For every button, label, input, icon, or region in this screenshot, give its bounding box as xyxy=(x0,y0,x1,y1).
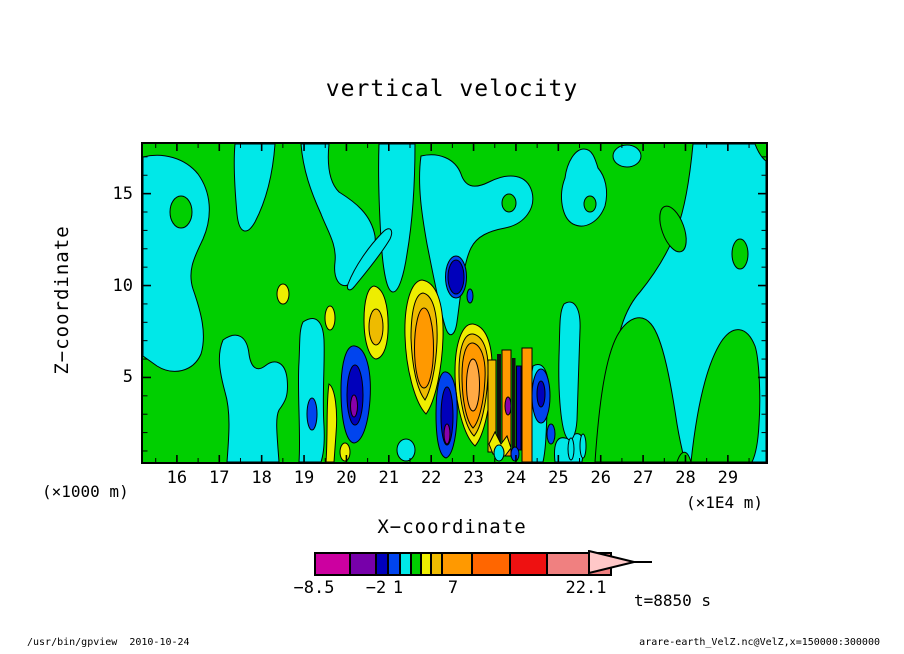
colorbar-segment xyxy=(377,554,389,574)
x-axis-unit-label: (×1E4 m) xyxy=(686,493,764,512)
colorbar-segment xyxy=(412,554,422,574)
colorbar xyxy=(314,552,612,576)
y-tick-label: 10 xyxy=(112,275,133,296)
footer-datafile-text: arare-earth_VelZ.nc@VelZ,x=150000:300000 xyxy=(639,637,880,648)
y-tick-label: 15 xyxy=(112,183,133,204)
contour-plot xyxy=(143,144,766,462)
colorbar-segment xyxy=(389,554,401,574)
x-tick-label: 17 xyxy=(209,468,230,488)
x-tick-label: 29 xyxy=(717,468,739,488)
colorbar-segment xyxy=(316,554,351,574)
contour-shapes xyxy=(143,144,766,462)
colorbar-segment xyxy=(351,554,377,574)
chart-title: vertical velocity xyxy=(325,76,579,102)
x-tick-label: 21 xyxy=(378,468,400,488)
x-tick-label: 28 xyxy=(675,468,696,488)
colorbar-overflow-arrow xyxy=(588,550,652,574)
time-label: t=8850 s xyxy=(634,591,712,610)
colorbar-tick-label: 1 xyxy=(392,578,404,598)
y-axis-unit-label: (×1000 m) xyxy=(42,482,129,501)
x-tick-label: 19 xyxy=(293,468,315,488)
colorbar-segment xyxy=(432,554,443,574)
x-tick-label: 22 xyxy=(420,468,442,488)
colorbar-tick-label: −8.5 xyxy=(293,578,335,598)
x-tick-label: 23 xyxy=(463,468,484,488)
plot-frame xyxy=(141,142,768,464)
x-tick-label: 25 xyxy=(548,468,569,488)
colorbar-tick-label: −2 xyxy=(365,578,387,598)
y-axis-title: Z−coordinate xyxy=(51,225,73,375)
colorbar-tick-label: 7 xyxy=(447,578,459,598)
x-tick-label: 26 xyxy=(590,468,611,488)
footer-command-text: /usr/bin/gpview 2010-10-24 xyxy=(27,637,190,648)
colorbar-tick-label: 22.1 xyxy=(565,578,607,598)
colorbar-segment xyxy=(443,554,473,574)
x-tick-label: 24 xyxy=(505,468,527,488)
x-axis-title: X−coordinate xyxy=(377,516,527,538)
x-tick-label: 20 xyxy=(336,468,357,488)
colorbar-segment xyxy=(511,554,548,574)
y-tick-label: 5 xyxy=(122,367,133,388)
colorbar-segment xyxy=(473,554,511,574)
x-tick-label: 27 xyxy=(632,468,654,488)
x-tick-label: 16 xyxy=(166,468,188,488)
colorbar-segment xyxy=(422,554,432,574)
x-tick-label: 18 xyxy=(251,468,272,488)
colorbar-segment xyxy=(401,554,412,574)
colorbar-arrow-head xyxy=(588,550,635,574)
